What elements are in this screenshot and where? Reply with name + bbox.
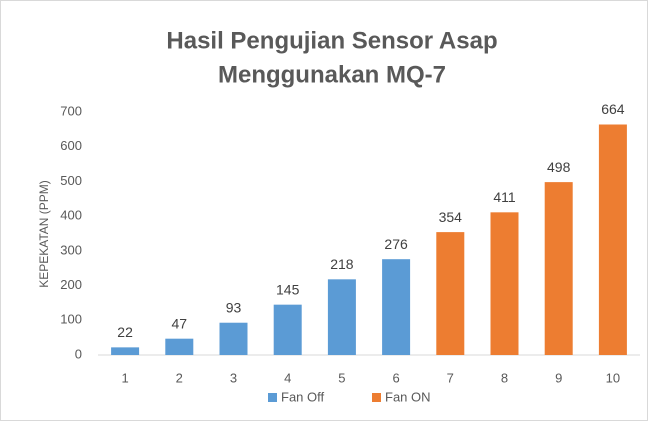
data-label: 145	[276, 281, 300, 297]
y-tick-label: 600	[60, 138, 82, 153]
bar	[165, 338, 194, 355]
y-tick-label: 200	[60, 277, 82, 292]
y-tick-label: 0	[75, 346, 82, 361]
bar	[544, 182, 573, 355]
legend-label: Fan ON	[385, 389, 431, 404]
y-tick-label: 500	[60, 173, 82, 188]
bar	[598, 124, 627, 355]
data-label: 218	[330, 256, 354, 272]
legend-swatch	[372, 393, 381, 402]
x-tick-label: 1	[121, 370, 128, 385]
chart-title: Menggunakan MQ-7	[218, 61, 446, 88]
legend-label: Fan Off	[281, 389, 325, 404]
y-tick-label: 400	[60, 208, 82, 223]
x-tick-label: 9	[555, 370, 562, 385]
y-tick-label: 300	[60, 242, 82, 257]
bar	[111, 347, 140, 355]
bar	[219, 322, 248, 355]
y-tick-label: 700	[60, 103, 82, 118]
bar	[436, 232, 465, 355]
data-label: 93	[226, 299, 242, 315]
x-tick-label: 7	[447, 370, 454, 385]
bar	[382, 259, 411, 355]
bar	[327, 279, 356, 355]
x-tick-label: 3	[230, 370, 237, 385]
x-tick-label: 4	[284, 370, 291, 385]
chart-title: Hasil Pengujian Sensor Asap	[166, 27, 497, 54]
data-label: 47	[172, 315, 188, 331]
data-label: 411	[493, 189, 516, 205]
x-tick-label: 10	[606, 370, 620, 385]
data-label: 22	[117, 324, 133, 340]
x-tick-label: 8	[501, 370, 508, 385]
bar	[490, 212, 519, 355]
data-label: 498	[547, 159, 571, 175]
x-tick-label: 5	[338, 370, 345, 385]
data-label: 664	[601, 101, 625, 117]
y-axis-title: KEPEKATAN (PPM)	[37, 180, 51, 288]
x-tick-label: 6	[392, 370, 399, 385]
bar	[273, 304, 302, 355]
data-label: 354	[439, 209, 463, 225]
data-label: 276	[384, 236, 408, 252]
y-tick-label: 100	[60, 312, 82, 327]
x-tick-label: 2	[176, 370, 183, 385]
legend-swatch	[268, 393, 277, 402]
